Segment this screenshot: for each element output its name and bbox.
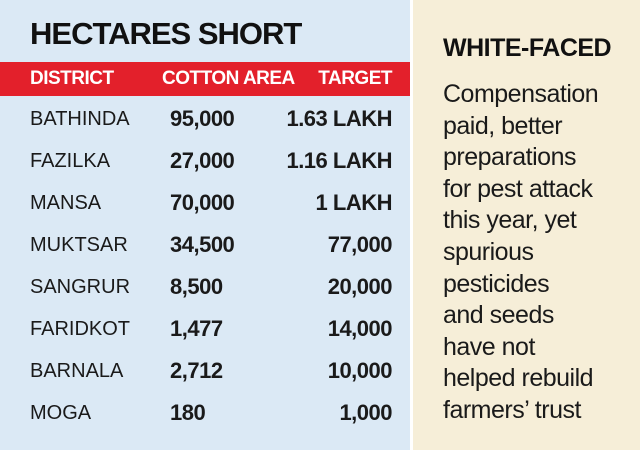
sidebar-title: WHITE-FACED bbox=[443, 34, 612, 62]
area-cell: 2,712 bbox=[170, 358, 223, 383]
district-cell: BATHINDA bbox=[30, 108, 130, 130]
district-cell: MANSA bbox=[30, 192, 102, 214]
target-cell: 10,000 bbox=[327, 358, 393, 383]
target-cell: 1.16 LAKH bbox=[286, 148, 392, 173]
sidebar-text-line: farmers’ trust bbox=[443, 396, 581, 424]
district-cell: FARIDKOT bbox=[30, 318, 131, 340]
column-header: COTTON AREA bbox=[162, 68, 295, 89]
column-header: TARGET bbox=[318, 68, 392, 89]
area-cell: 1,477 bbox=[170, 316, 223, 341]
sidebar-text-line: for pest attack bbox=[443, 174, 593, 203]
district-cell: MUKTSAR bbox=[30, 234, 128, 256]
district-cell: BARNALA bbox=[30, 360, 124, 382]
sidebar-text-line: and seeds bbox=[443, 301, 554, 330]
sidebar-text-line: spurious bbox=[443, 238, 534, 266]
sidebar-text-line: paid, better bbox=[443, 111, 563, 140]
sidebar-text-line: Compensation bbox=[443, 80, 599, 108]
area-cell: 34,500 bbox=[170, 232, 235, 257]
target-cell: 1.63 LAKH bbox=[286, 106, 392, 131]
target-cell: 1 LAKH bbox=[315, 190, 393, 215]
target-cell: 1,000 bbox=[339, 400, 392, 425]
area-cell: 180 bbox=[170, 400, 206, 425]
area-cell: 8,500 bbox=[170, 274, 223, 299]
sidebar-text-line: preparations bbox=[443, 143, 576, 172]
sidebar-text-line: this year, yet bbox=[443, 206, 577, 235]
sidebar-text-line: helped rebuild bbox=[443, 364, 594, 393]
target-cell: 14,000 bbox=[327, 316, 393, 341]
sidebar-text-line: have not bbox=[443, 332, 535, 361]
table-panel: HECTARES SHORT DISTRICT COTTON AREA TARGET… bbox=[0, 0, 410, 450]
district-cell: MOGA bbox=[30, 402, 92, 424]
target-cell: 77,000 bbox=[327, 232, 393, 257]
header-bar bbox=[0, 62, 410, 96]
district-cell: SANGRUR bbox=[30, 276, 131, 298]
target-cell: 20,000 bbox=[327, 274, 393, 299]
column-header: DISTRICT bbox=[30, 68, 114, 89]
area-cell: 70,000 bbox=[170, 190, 235, 215]
district-cell: FAZILKA bbox=[30, 150, 111, 172]
area-cell: 95,000 bbox=[170, 106, 235, 131]
table-title: HECTARES SHORT bbox=[30, 16, 302, 51]
area-cell: 27,000 bbox=[170, 148, 235, 173]
sidebar-panel: WHITE-FACED Compensation paid, better prep… bbox=[413, 0, 640, 450]
sidebar-text-line: pesticides bbox=[443, 269, 550, 298]
